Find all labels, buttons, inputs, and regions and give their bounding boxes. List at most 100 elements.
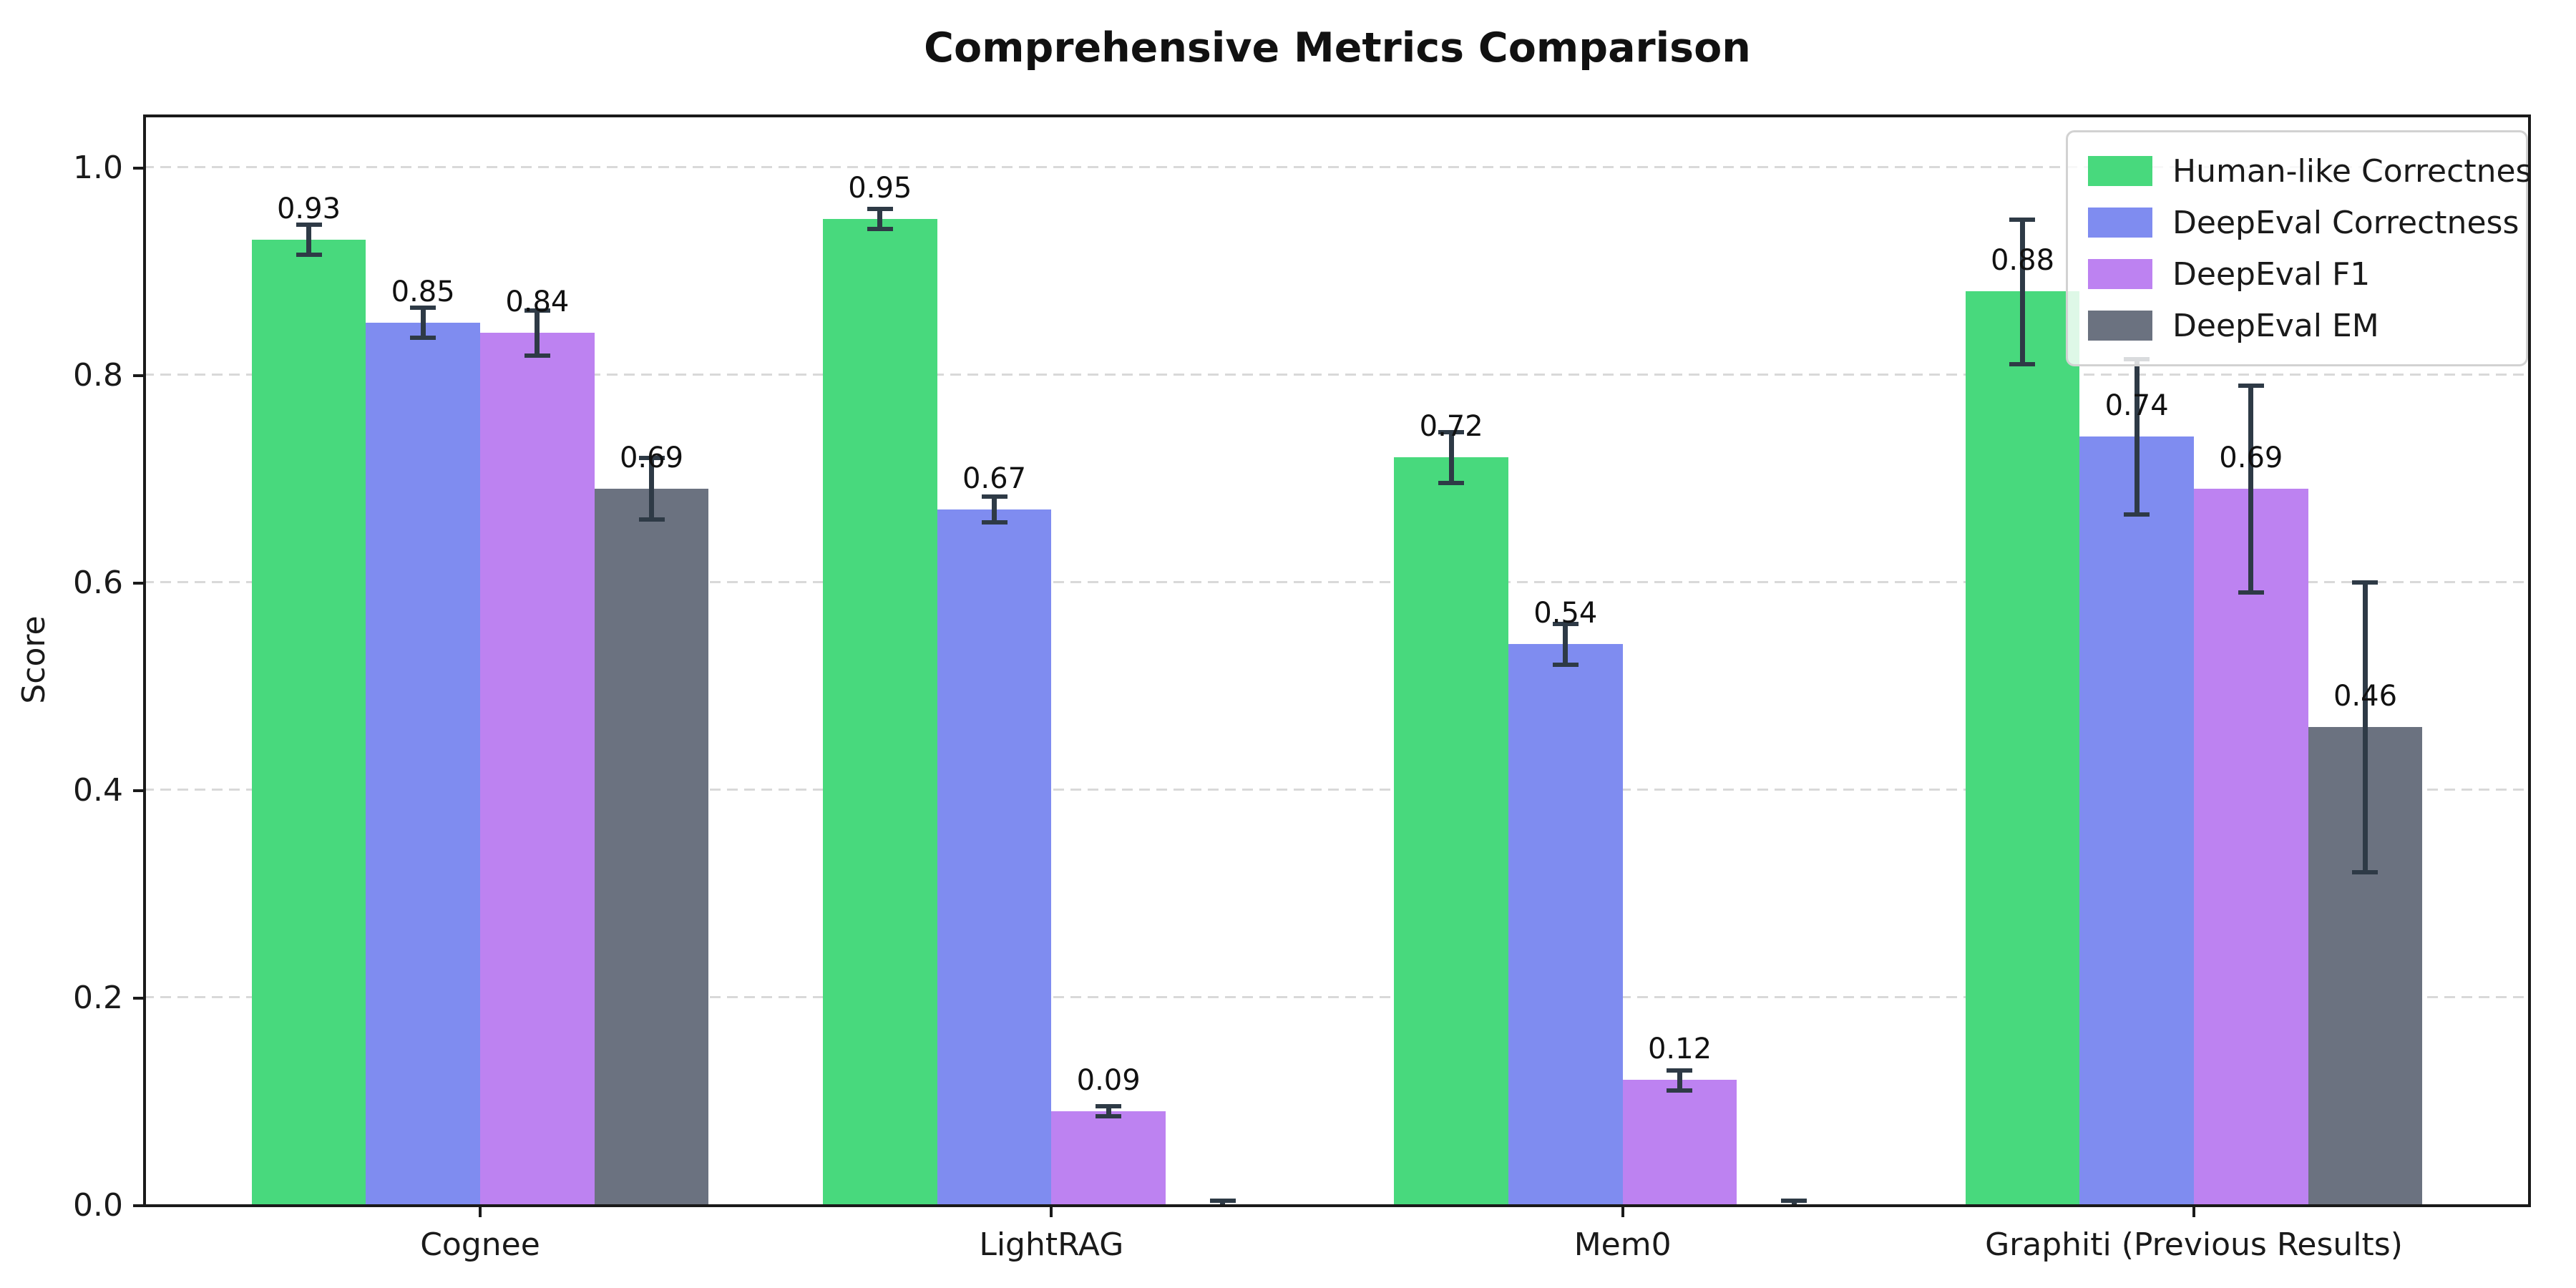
bar-deepeval-f1 [1622,1080,1737,1204]
error-bar-cap [296,253,322,258]
x-tick-label: Graphiti (Previous Results) [1985,1226,2403,1263]
error-bar-cap [1552,663,1579,667]
error-bar-cap [524,308,550,313]
legend-item: Human-like Correctness [2068,145,2531,197]
x-tick-label: Cognee [420,1226,540,1263]
bar-value-label: 0.74 [2104,389,2169,422]
error-bar-cap [2124,512,2150,517]
bar-value-label: 0.93 [276,192,341,225]
axis-spine-bottom [143,1204,2531,1207]
error-bar [877,208,883,229]
legend-label: Human-like Correctness [2172,152,2531,190]
gridline [143,789,2531,791]
y-tick-mark [133,582,143,585]
error-bar-cap [867,207,893,211]
legend-swatch [2088,208,2152,238]
error-bar-cap [1438,429,1465,434]
x-tick-mark [2192,1207,2195,1217]
bar-value-label: 0.54 [1533,597,1598,630]
error-bar-cap [1438,481,1465,486]
x-tick-mark [479,1207,482,1217]
axis-spine-left [143,114,146,1207]
chart-title: Comprehensive Metrics Comparison [924,24,1751,72]
y-axis-label: Score [16,615,52,704]
bar-deepeval-correctness [366,322,480,1204]
bar-value-label: 0.46 [2333,680,2398,713]
legend-label: DeepEval F1 [2172,255,2371,293]
error-bar [1563,623,1568,665]
error-bar [649,457,654,519]
legend-item: DeepEval EM [2068,300,2526,351]
bar-deepeval-f1 [1051,1111,1166,1204]
bar-value-label: 0.09 [1076,1063,1141,1097]
y-tick-label: 0.2 [73,980,123,1016]
error-bar-cap [1781,1199,1807,1204]
error-bar-cap [638,456,665,460]
bar-human-like-correctness [251,239,366,1204]
bar-deepeval-correctness [2079,436,2194,1204]
error-bar [420,306,426,338]
error-bar [992,495,997,523]
gridline [143,581,2531,583]
error-bar [1106,1106,1111,1116]
error-bar [1448,431,1454,484]
error-bar-cap [2009,361,2036,366]
error-bar [306,223,311,255]
legend: Human-like Correctness DeepEval Correctne… [2066,130,2531,366]
error-bar [2362,582,2368,872]
error-bar [2019,218,2025,364]
error-bar-cap [981,520,1008,525]
error-bar-cap [1096,1113,1122,1118]
x-tick-mark [1050,1207,1053,1217]
bar-value-label: 0.69 [619,441,684,474]
y-tick-mark [133,1204,143,1207]
legend-label: DeepEval EM [2172,307,2379,344]
error-bar-cap [410,336,436,341]
y-tick-mark [133,374,143,377]
error-bar-cap [410,305,436,310]
error-bar-cap [867,227,893,231]
error-bar-cap [2238,383,2264,388]
bar-value-label: 0.69 [2219,441,2283,474]
legend-swatch [2088,259,2152,289]
legend-swatch [2088,311,2152,341]
y-tick-label: 0.4 [73,772,123,809]
error-bar-cap [296,222,322,227]
legend-label: DeepEval Correctness [2172,204,2519,241]
x-tick-label: Mem0 [1574,1226,1672,1263]
error-bar [535,310,540,356]
plot-area: Human-like Correctness DeepEval Correctne… [143,114,2531,1204]
x-tick-mark [1621,1207,1624,1217]
bar-value-label: 0.88 [1990,244,2055,277]
error-bar-cap [1096,1104,1122,1109]
y-tick-label: 0.8 [73,357,123,394]
bar-human-like-correctness [823,218,937,1204]
legend-swatch [2088,156,2152,186]
y-tick-mark [133,167,143,170]
error-bar-cap [638,517,665,522]
x-tick-label: LightRAG [979,1226,1124,1263]
y-tick-mark [133,997,143,1000]
bar-deepeval-correctness [937,509,1052,1204]
bar-human-like-correctness [1394,457,1508,1204]
gridline [143,166,2531,168]
error-bar [2248,384,2254,592]
y-tick-label: 0.6 [73,565,123,601]
bar-value-label: 0.67 [962,462,1027,495]
bar-value-label: 0.84 [505,286,570,318]
gridline [143,996,2531,998]
error-bar-cap [2352,870,2379,874]
error-bar-cap [2238,590,2264,595]
axis-spine-top [143,114,2531,117]
error-bar-cap [1667,1088,1693,1093]
bar-value-label: 0.95 [848,171,912,205]
error-bar-cap [2352,580,2379,585]
error-bar-cap [1667,1068,1693,1073]
bar-deepeval-f1 [2193,488,2308,1204]
error-bar-cap [524,353,550,358]
error-bar [1677,1069,1682,1091]
error-bar-cap [981,494,1008,499]
axis-spine-right [2528,114,2531,1207]
bar-deepeval-em [594,488,709,1204]
